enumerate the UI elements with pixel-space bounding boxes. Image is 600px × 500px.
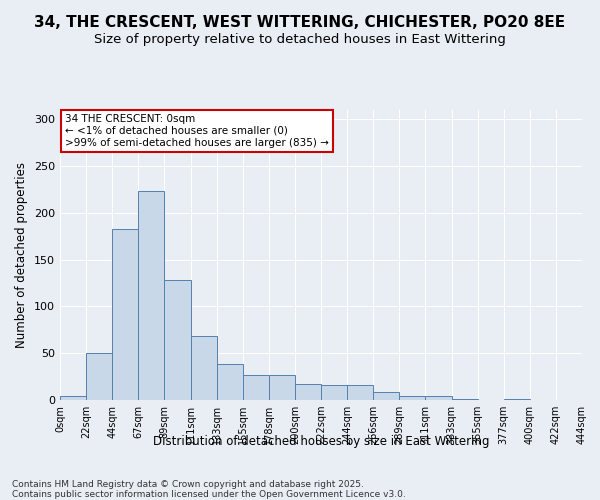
Bar [400,396,425,400]
Bar [373,392,400,400]
Bar [217,364,243,400]
Text: 34, THE CRESCENT, WEST WITTERING, CHICHESTER, PO20 8EE: 34, THE CRESCENT, WEST WITTERING, CHICHE… [34,15,566,30]
Bar [86,353,112,400]
Bar [139,192,164,400]
Bar [191,336,217,400]
Bar [164,280,191,400]
Bar [321,385,347,400]
Text: Size of property relative to detached houses in East Wittering: Size of property relative to detached ho… [94,32,506,46]
Bar [112,229,139,400]
Bar [452,399,478,400]
Bar [425,396,452,400]
Bar [347,385,373,400]
Bar [243,374,269,400]
Bar [295,384,321,400]
Y-axis label: Number of detached properties: Number of detached properties [16,162,28,348]
Text: Distribution of detached houses by size in East Wittering: Distribution of detached houses by size … [153,435,489,448]
Bar [269,374,295,400]
Text: Contains HM Land Registry data © Crown copyright and database right 2025.
Contai: Contains HM Land Registry data © Crown c… [12,480,406,500]
Text: 34 THE CRESCENT: 0sqm
← <1% of detached houses are smaller (0)
>99% of semi-deta: 34 THE CRESCENT: 0sqm ← <1% of detached … [65,114,329,148]
Bar [504,399,530,400]
Bar [60,396,86,400]
